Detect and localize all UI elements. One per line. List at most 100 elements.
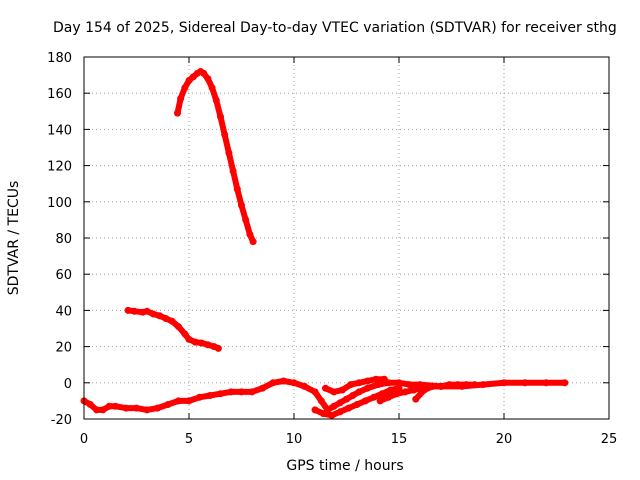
data-point <box>212 96 220 104</box>
data-point <box>238 201 245 209</box>
y-tick-label: 80 <box>55 232 72 247</box>
data-point <box>364 377 371 385</box>
data-point <box>168 317 176 325</box>
data-point <box>175 397 182 405</box>
data-point <box>259 384 266 392</box>
data-point <box>410 386 418 394</box>
data-point <box>479 381 487 389</box>
chart-title: Day 154 of 2025, Sidereal Day-to-day VTE… <box>53 20 617 36</box>
data-point <box>322 384 329 392</box>
data-point <box>542 379 550 387</box>
data-point <box>143 406 151 414</box>
plot-frame <box>83 56 610 420</box>
data-point <box>280 377 287 385</box>
x-tick-label: 10 <box>286 432 303 447</box>
data-point <box>412 395 420 403</box>
data-point <box>317 397 325 405</box>
data-point <box>196 393 203 401</box>
data-point <box>330 402 338 410</box>
data-point <box>353 401 361 408</box>
data-point <box>406 381 413 389</box>
y-tick-label: -20 <box>51 413 72 428</box>
data-point <box>372 375 380 383</box>
data-point <box>217 113 224 121</box>
x-tick-label: 20 <box>496 432 513 447</box>
data-point <box>311 388 319 396</box>
data-point <box>269 379 277 387</box>
series-layer <box>80 68 569 419</box>
data-point <box>336 408 344 416</box>
data-point <box>338 386 346 394</box>
y-tick-label: 180 <box>47 51 72 66</box>
x-tick-label: 5 <box>185 432 193 447</box>
data-point <box>124 306 132 314</box>
data-point <box>330 388 338 396</box>
data-point <box>175 323 182 331</box>
data-point <box>347 381 355 389</box>
data-point <box>143 307 151 315</box>
data-point <box>429 382 437 390</box>
data-point <box>242 216 250 224</box>
x-tick-label: 0 <box>80 432 88 447</box>
data-point <box>355 379 363 387</box>
data-point <box>401 388 409 396</box>
tick-layer: 0 5 10 15 20 25 -20 0 20 40 60 80 100 120 140 160 180 <box>47 51 617 447</box>
data-point <box>130 307 138 315</box>
data-point <box>378 390 386 398</box>
x-tick-label: 25 <box>601 432 618 447</box>
data-point <box>355 388 363 396</box>
data-point <box>162 315 170 322</box>
data-point <box>156 312 164 320</box>
grid-layer <box>84 57 609 419</box>
data-point <box>445 381 453 389</box>
data-point <box>99 406 107 414</box>
data-point <box>208 84 216 92</box>
data-point <box>246 230 254 238</box>
data-point <box>200 69 208 77</box>
data-point <box>229 167 237 175</box>
y-tick-label: 120 <box>47 160 72 175</box>
y-tick-label: 160 <box>47 87 72 102</box>
data-point <box>387 386 395 394</box>
data-point <box>191 338 199 346</box>
data-point <box>437 382 445 390</box>
data-point <box>328 411 336 419</box>
y-tick-label: 20 <box>55 341 72 356</box>
data-point <box>462 381 470 389</box>
data-point <box>204 75 212 83</box>
data-point <box>290 379 298 387</box>
data-point <box>217 390 224 398</box>
data-point <box>454 381 462 389</box>
data-point <box>227 388 235 396</box>
data-point <box>214 344 222 352</box>
data-point <box>364 384 371 392</box>
data-point <box>112 402 119 410</box>
data-point <box>361 397 369 405</box>
data-point <box>370 393 378 401</box>
data-point <box>374 381 382 389</box>
data-point <box>133 404 140 412</box>
x-tick-label: 15 <box>391 432 408 447</box>
data-point <box>185 397 193 405</box>
data-point <box>395 379 403 387</box>
data-point <box>249 238 257 246</box>
data-point <box>311 406 319 414</box>
data-point <box>105 402 113 410</box>
data-point <box>248 388 256 396</box>
data-point <box>376 397 384 405</box>
y-tick-label: 40 <box>55 304 72 319</box>
data-point <box>149 310 157 318</box>
data-point <box>420 386 428 394</box>
data-point <box>561 379 569 387</box>
data-point <box>393 390 401 398</box>
data-point <box>319 410 327 418</box>
data-point <box>93 406 101 414</box>
data-point <box>225 149 233 157</box>
data-point <box>349 392 357 399</box>
data-point <box>521 379 529 387</box>
x-axis-label: GPS time / hours <box>286 458 403 474</box>
y-tick-label: 0 <box>64 377 72 392</box>
data-point <box>238 388 245 396</box>
data-point <box>336 399 344 407</box>
y-tick-label: 60 <box>55 268 72 283</box>
